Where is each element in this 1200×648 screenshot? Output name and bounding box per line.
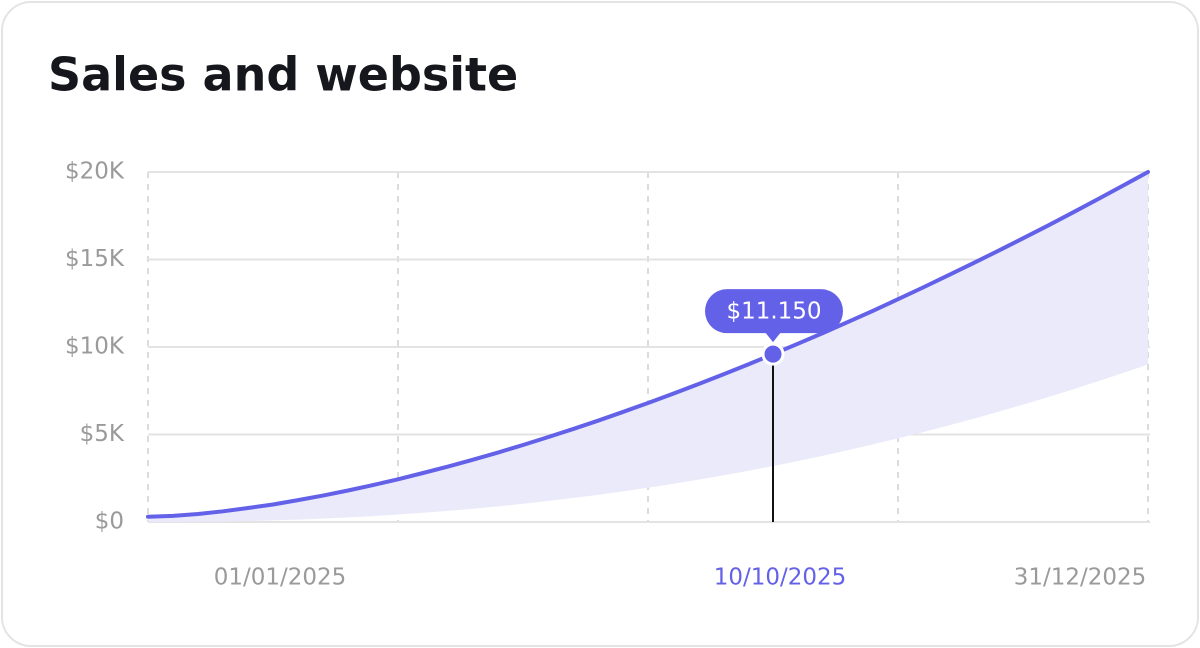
line [146, 170, 1150, 519]
x-tick-label: 10/10/2025 [714, 565, 847, 591]
tooltip-label: $11.150 [726, 299, 821, 325]
chart-title: Sales and website [48, 48, 518, 102]
focus-point [761, 342, 785, 366]
y-tick-label: $10K [65, 334, 125, 360]
y-tick-label: $5K [80, 421, 125, 447]
tooltip-box [705, 289, 843, 334]
y-tick-label: $20K [65, 159, 125, 185]
y-tick-label: $15K [65, 246, 125, 272]
band-area [148, 172, 1148, 522]
tooltip-pointer [765, 332, 781, 343]
x-tick-label: 31/12/2025 [1014, 565, 1147, 591]
x-tick-label: 01/01/2025 [214, 565, 347, 591]
y-tick-label: $0 [95, 509, 124, 535]
